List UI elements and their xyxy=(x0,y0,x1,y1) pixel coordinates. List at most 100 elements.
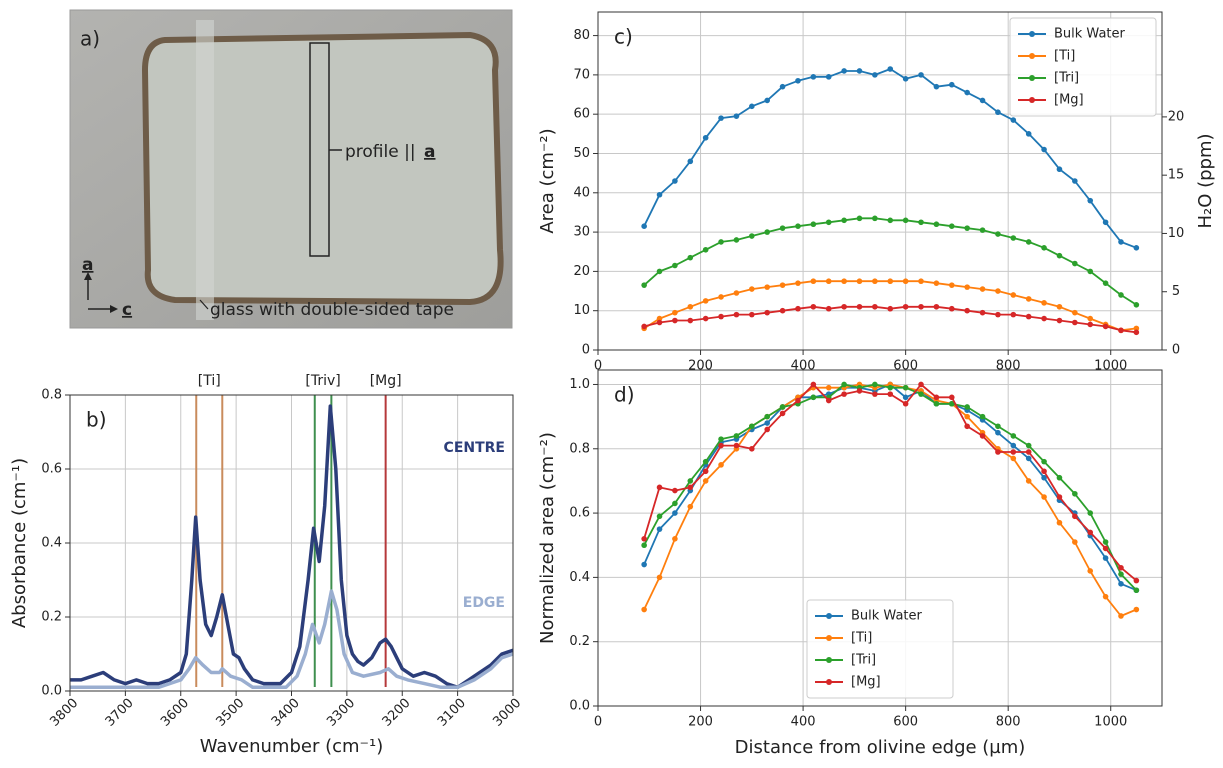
data-point xyxy=(1118,239,1124,245)
data-point xyxy=(672,317,678,324)
data-point xyxy=(902,76,909,82)
data-point xyxy=(733,442,740,449)
data-point xyxy=(1010,311,1017,318)
data-point xyxy=(918,391,924,397)
data-point xyxy=(641,223,647,229)
y2-tick-label: 15 xyxy=(1168,168,1185,183)
data-point xyxy=(841,278,847,285)
data-point xyxy=(872,215,878,222)
data-point xyxy=(656,191,663,198)
data-point xyxy=(887,66,894,72)
data-point xyxy=(702,458,709,465)
data-point xyxy=(825,397,832,404)
data-point xyxy=(902,394,909,401)
data-point xyxy=(1133,329,1140,336)
data-point xyxy=(902,217,909,224)
data-point xyxy=(1041,300,1047,306)
data-point xyxy=(1072,319,1078,326)
data-point xyxy=(825,305,832,312)
data-point xyxy=(948,282,955,288)
annotation-label: [Triv] xyxy=(305,373,340,389)
legend-marker xyxy=(1029,31,1035,37)
data-point xyxy=(933,83,940,90)
data-point xyxy=(749,445,755,452)
y-tick-label: 0.2 xyxy=(569,634,590,649)
data-point xyxy=(1102,323,1109,330)
data-point xyxy=(779,410,786,417)
y-tick-label: 40 xyxy=(573,185,590,200)
axis-a-label: a xyxy=(82,255,93,275)
data-point xyxy=(887,305,894,312)
data-point xyxy=(672,262,678,269)
data-point xyxy=(979,413,986,420)
data-point xyxy=(687,484,694,491)
data-point xyxy=(918,381,924,388)
data-point xyxy=(918,278,924,285)
data-point xyxy=(779,225,786,231)
legend-marker xyxy=(1029,53,1035,59)
data-point xyxy=(687,158,694,165)
series-line xyxy=(70,404,514,690)
data-point xyxy=(841,391,847,397)
y-tick-label: 0.8 xyxy=(569,441,590,456)
data-point xyxy=(656,319,663,326)
series-line xyxy=(643,383,1137,582)
data-point xyxy=(672,309,678,316)
x-tick-label: 3700 xyxy=(103,696,137,730)
data-point xyxy=(1025,478,1032,484)
y-axis-label: Normalized area (cm⁻²) xyxy=(537,432,558,644)
glass-strip xyxy=(196,20,214,320)
data-point xyxy=(1118,571,1124,577)
data-point xyxy=(825,278,832,285)
data-point xyxy=(1087,268,1094,275)
glass-leader xyxy=(199,299,209,310)
y-tick-label: 0.2 xyxy=(41,610,62,625)
data-point xyxy=(656,513,663,520)
data-point xyxy=(641,536,647,542)
data-point xyxy=(918,303,924,310)
data-point xyxy=(656,315,663,322)
data-point xyxy=(672,178,678,184)
data-point xyxy=(887,217,894,224)
axis-c-label: c xyxy=(122,300,132,320)
data-point xyxy=(1025,442,1032,449)
x-tick-label: 200 xyxy=(688,715,713,730)
data-point xyxy=(918,219,924,226)
data-point xyxy=(856,215,863,222)
data-point xyxy=(887,384,894,391)
data-point xyxy=(1118,564,1124,571)
legend-marker xyxy=(826,613,832,619)
data-point xyxy=(872,381,878,388)
data-point xyxy=(641,542,647,549)
data-point xyxy=(825,384,832,391)
data-point xyxy=(795,280,801,286)
data-point xyxy=(1041,315,1047,322)
y-axis-label: Absorbance (cm⁻¹) xyxy=(9,458,30,628)
legend-label: [Tri] xyxy=(851,653,876,668)
data-point xyxy=(841,68,847,74)
data-point xyxy=(948,81,955,88)
data-point xyxy=(1010,235,1017,241)
data-point xyxy=(1133,245,1140,251)
data-point xyxy=(1056,166,1063,173)
data-point xyxy=(1041,245,1047,251)
panel-label: b) xyxy=(86,408,107,432)
data-point xyxy=(702,468,709,475)
data-point xyxy=(1072,309,1078,316)
data-point xyxy=(1010,455,1017,462)
data-point xyxy=(825,74,832,80)
legend-label: Bulk Water xyxy=(851,609,923,624)
data-point xyxy=(764,426,770,433)
legend-marker xyxy=(826,657,832,663)
y-tick-label: 0.0 xyxy=(41,684,62,699)
data-point xyxy=(702,315,709,322)
data-point xyxy=(995,311,1001,318)
data-point xyxy=(856,68,863,74)
chart-panel: 3800 3700 3600 3500 3400 3300 3200 3100 3000 0.0 0… xyxy=(9,373,524,757)
data-point xyxy=(702,134,709,141)
data-point xyxy=(902,400,909,407)
data-point xyxy=(749,423,755,430)
data-point xyxy=(979,227,986,233)
x-tick-label: 3800 xyxy=(47,696,81,730)
